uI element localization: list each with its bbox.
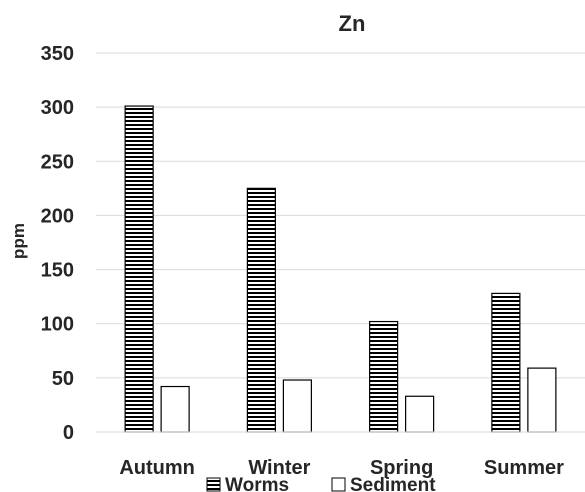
y-tick-label: 50	[52, 368, 74, 390]
y-tick-label: 100	[41, 314, 74, 336]
x-category-label: Summer	[484, 457, 564, 479]
y-tick-label: 150	[41, 260, 74, 282]
bar-sediment-spring	[405, 395, 435, 433]
legend-item-sediment: Sediment	[331, 475, 436, 492]
bar-worms-winter	[246, 187, 276, 433]
y-tick-label: 200	[41, 205, 74, 227]
bar-worms-autumn	[124, 105, 154, 433]
y-tick-label: 0	[63, 422, 74, 444]
legend: Worms Sediment	[206, 475, 436, 492]
chart-title: Zn	[339, 11, 366, 36]
y-tick-label: 350	[41, 43, 74, 65]
bar-worms-spring	[369, 320, 399, 433]
y-tick-label: 250	[41, 151, 74, 173]
legend-item-worms: Worms	[206, 475, 289, 492]
bar-worms-summer	[491, 292, 521, 433]
x-category-label: Spring	[370, 457, 433, 479]
bar-sediment-summer	[527, 367, 557, 433]
bar-sediment-autumn	[160, 385, 190, 433]
bars	[124, 105, 557, 433]
x-axis-categories: Autumn Winter Spring Summer	[119, 457, 564, 479]
y-axis-label: ppm	[9, 223, 28, 259]
x-category-label: Autumn	[119, 457, 195, 479]
legend-swatch-sediment	[331, 477, 346, 492]
legend-label-worms: Worms	[225, 475, 289, 492]
bar-sediment-winter	[282, 379, 312, 433]
legend-swatch-worms	[206, 477, 221, 492]
gridlines	[96, 52, 585, 379]
legend-label-sediment: Sediment	[350, 475, 436, 492]
x-category-label: Winter	[248, 457, 310, 479]
y-axis-ticks: 0 50 100 150 200 250 300 350	[41, 43, 74, 444]
y-tick-label: 300	[41, 97, 74, 119]
